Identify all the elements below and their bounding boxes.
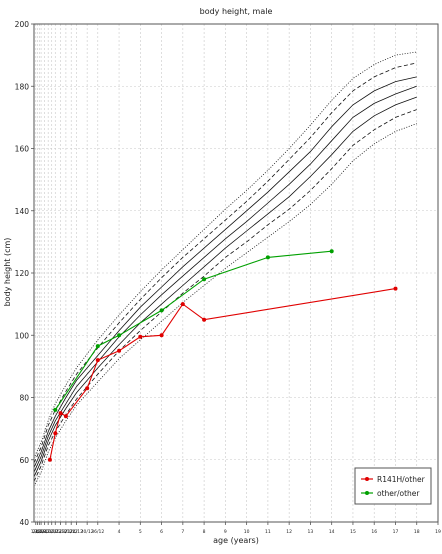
x-tick-label: 3/12: [34, 529, 44, 535]
x-tick-label: 12/12: [49, 529, 62, 535]
x-tick-label: 36/12: [91, 529, 104, 535]
percentile-curve-dashed: [33, 109, 417, 482]
series-point-1: [393, 286, 398, 291]
percentile-curve-dashed: [33, 62, 417, 464]
x-tick-label: 8/12: [43, 529, 53, 535]
legend: R141H/other other/other: [354, 467, 432, 505]
series-point-1: [180, 302, 185, 307]
x-tick-label: 11: [265, 529, 271, 535]
x-tick-label: 30/12: [81, 529, 94, 535]
chart-title: body height, male: [200, 7, 273, 16]
x-tick-label: 12: [286, 529, 292, 535]
x-tick-label: 13: [308, 529, 314, 535]
x-tick-label: 9: [224, 529, 227, 535]
x-tick-label: 24/12: [70, 529, 83, 535]
x-tick-label: 5: [139, 529, 142, 535]
y-tick-label: 60: [19, 456, 29, 465]
x-tick-label: 2/12: [32, 529, 42, 535]
percentile-curve-solid: [33, 96, 417, 478]
x-tick-label: 6/12: [40, 529, 50, 535]
x-tick-label: 16: [371, 529, 377, 535]
x-tick-label: 6: [160, 529, 163, 535]
x-tick-label: 15/12: [54, 529, 67, 535]
legend-marker-series-1: [365, 477, 369, 481]
legend-box: [354, 467, 432, 505]
x-tick-label: 10/12: [45, 529, 58, 535]
series-point-2: [265, 255, 270, 260]
y-tick-label: 120: [15, 269, 30, 278]
x-tick-label: 19: [435, 529, 441, 535]
x-tick-label: 4: [118, 529, 121, 535]
x-axis-ticks: 1/122/123/124/126/128/1210/1212/1215/121…: [31, 522, 441, 535]
y-axis-label: body height (cm): [3, 238, 12, 307]
x-tick-label: 4/12: [36, 529, 46, 535]
y-tick-label: 160: [15, 145, 30, 154]
legend-label-series-2: other/other: [377, 489, 420, 498]
series-point-1: [159, 333, 164, 338]
series-point-2: [329, 249, 334, 254]
x-tick-label: 7: [181, 529, 184, 535]
x-tick-label: 17: [393, 529, 399, 535]
x-tick-label: 21/12: [65, 529, 78, 535]
percentile-curve-dotted: [33, 123, 417, 487]
y-tick-label: 80: [19, 394, 29, 403]
y-tick-label: 40: [19, 518, 29, 527]
series-point-2: [202, 277, 207, 282]
x-tick-label: 8: [203, 529, 206, 535]
x-tick-label: 10: [244, 529, 250, 535]
y-tick-label: 200: [15, 20, 30, 29]
series-point-2: [159, 308, 164, 313]
x-tick-label: 18/12: [59, 529, 72, 535]
legend-label-series-1: R141H/other: [377, 475, 426, 484]
series-point-2: [117, 333, 122, 338]
x-tick-label: 14: [329, 529, 335, 535]
series-point-2: [95, 344, 100, 349]
series-point-1: [138, 334, 143, 339]
legend-marker-series-2: [365, 491, 369, 495]
x-tick-label: 18: [414, 529, 420, 535]
x-tick-label: 15: [350, 529, 356, 535]
x-axis-label: age (years): [213, 536, 259, 545]
series-point-1: [47, 457, 52, 462]
series-point-1: [58, 411, 63, 416]
series-point-1: [63, 414, 68, 419]
series-point-2: [53, 407, 58, 412]
series-point-1: [85, 386, 90, 391]
x-tick-label: 1/12: [31, 529, 41, 535]
series-point-1: [202, 317, 207, 322]
series-point-1: [117, 348, 122, 353]
y-tick-label: 140: [15, 207, 30, 216]
series-point-1: [53, 431, 58, 436]
y-tick-label: 100: [15, 331, 30, 340]
y-tick-label: 180: [15, 82, 30, 91]
data-series: [47, 249, 398, 462]
series-point-1: [95, 358, 100, 363]
series-line-1: [49, 288, 396, 460]
y-axis-ticks: 40 60 80 100 120 140 160 180 200: [15, 20, 34, 527]
percentile-curve-solid: [33, 76, 417, 468]
grid-layer: [34, 23, 439, 523]
